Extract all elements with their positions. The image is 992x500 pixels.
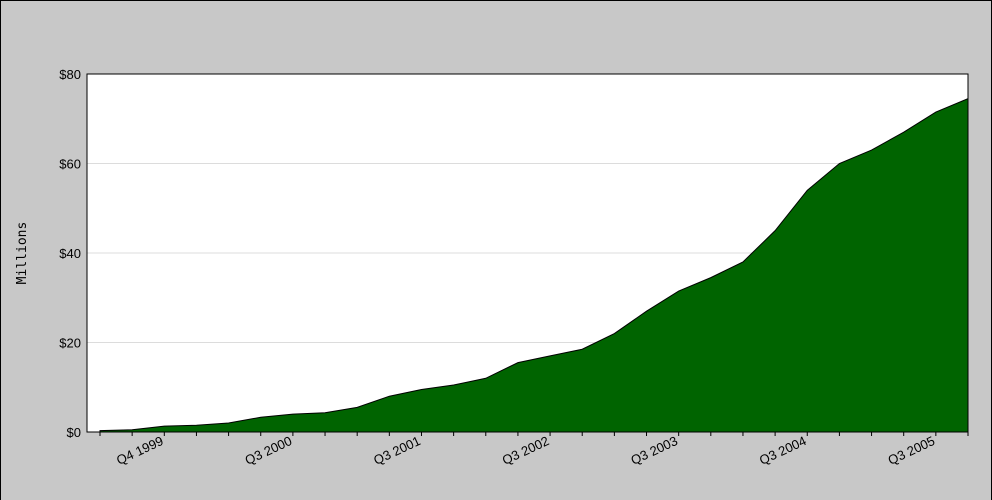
x-tick-label: Q3 2003 [628, 433, 680, 468]
y-tick-label: $80 [59, 67, 81, 82]
plot-border [86, 73, 969, 433]
y-tick-label: $0 [67, 425, 81, 440]
x-tick-label: Q3 2002 [500, 433, 552, 468]
y-axis-label: Millions [15, 222, 30, 285]
y-tick-label: $60 [59, 157, 81, 172]
x-tick-label: Q4 1999 [114, 433, 166, 468]
area [99, 97, 969, 433]
x-tick-label: Q3 2000 [243, 433, 295, 468]
x-tick-label: Q3 2001 [371, 433, 423, 468]
y-tick-label: $40 [59, 246, 81, 261]
x-tick-label: Q3 2004 [757, 433, 809, 468]
y-tick-label: $20 [59, 336, 81, 351]
x-tick-label: Q3 2005 [886, 433, 938, 468]
